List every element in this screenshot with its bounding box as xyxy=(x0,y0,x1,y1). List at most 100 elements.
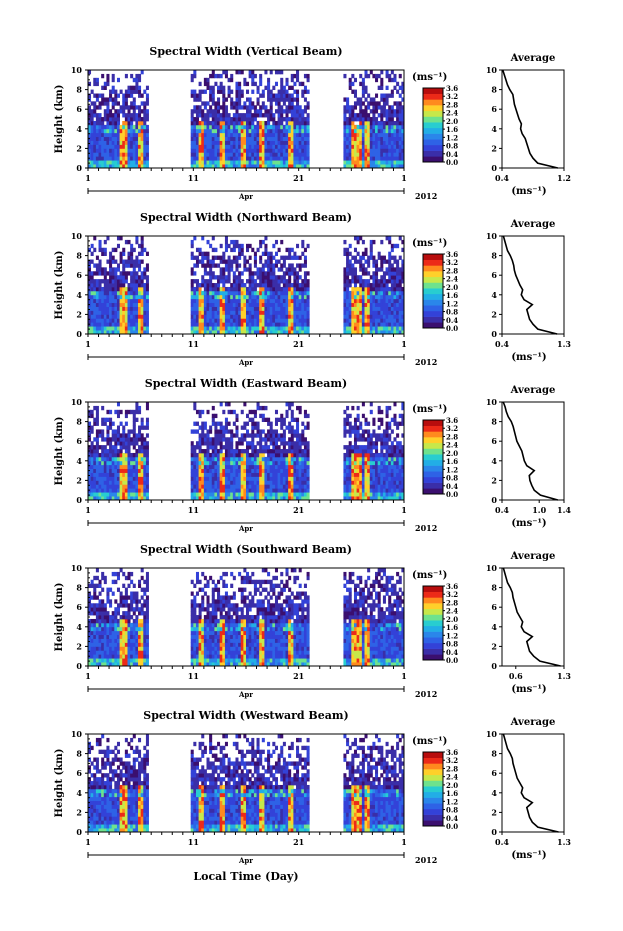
heatmap-cell xyxy=(224,456,228,462)
heatmap-cell xyxy=(193,445,197,450)
heatmap-cell xyxy=(206,318,210,323)
heatmap-cell xyxy=(119,255,123,260)
heatmap-cell xyxy=(222,452,226,458)
heatmap-cell xyxy=(222,97,226,102)
heatmap-cell xyxy=(240,164,244,169)
heatmap-cell xyxy=(88,298,92,304)
heatmap-cell xyxy=(230,73,234,79)
heatmap-cell xyxy=(298,433,302,438)
heatmap-cell xyxy=(209,298,213,304)
heatmap-cell xyxy=(393,294,397,300)
heatmap-cell xyxy=(272,124,276,130)
heatmap-cell xyxy=(277,89,281,94)
heatmap-cell xyxy=(372,310,376,315)
heatmap-cell xyxy=(264,441,268,446)
heatmap-cell xyxy=(230,120,234,126)
heatmap-cell xyxy=(132,164,136,169)
heatmap-cell xyxy=(132,160,136,165)
heatmap-cell xyxy=(248,322,252,327)
heatmap-cell xyxy=(132,156,136,161)
heatmap-cell xyxy=(382,322,386,327)
heatmap-cell xyxy=(372,136,376,141)
heatmap-cell xyxy=(98,243,102,249)
heatmap-cell xyxy=(261,105,265,110)
heatmap-cell xyxy=(256,113,260,118)
year-label: 2012 xyxy=(415,357,437,367)
heatmap-cell xyxy=(393,73,397,79)
heatmap-cell xyxy=(361,152,365,157)
heatmap-cell xyxy=(280,302,284,307)
heatmap-cell xyxy=(122,322,126,327)
heatmap-cell xyxy=(145,279,149,284)
heatmap-cell xyxy=(353,101,357,106)
heatmap-cell xyxy=(114,279,118,284)
heatmap-cell xyxy=(288,275,292,280)
heatmap-cell xyxy=(116,298,120,304)
heatmap-cell xyxy=(209,290,213,296)
heatmap-cell xyxy=(351,140,355,145)
heatmap-cell xyxy=(267,120,271,126)
heatmap-cell xyxy=(122,476,126,481)
heatmap-cell xyxy=(274,164,278,169)
heatmap-cell xyxy=(193,128,197,134)
heatmap-cell xyxy=(201,472,205,477)
heatmap-cell xyxy=(390,89,394,94)
heatmap-cell xyxy=(209,259,213,264)
heatmap-cell xyxy=(256,496,260,501)
heatmap-cell xyxy=(274,306,278,311)
heatmap-cell xyxy=(214,421,218,426)
heatmap-cell xyxy=(116,472,120,477)
heatmap-cell xyxy=(396,117,400,122)
heatmap-cell xyxy=(111,152,115,157)
heatmap-cell xyxy=(293,452,297,458)
heatmap-cell xyxy=(303,298,307,304)
heatmap-cell xyxy=(367,330,371,335)
heatmap-cell xyxy=(396,140,400,145)
heatmap-cell xyxy=(353,156,357,161)
heatmap-cell xyxy=(209,425,213,430)
heatmap-cell xyxy=(277,109,281,114)
heatmap-cell xyxy=(388,326,392,331)
heatmap-cell xyxy=(348,105,352,110)
heatmap-cell xyxy=(227,136,231,141)
heatmap-cell xyxy=(224,236,228,241)
heatmap-cell xyxy=(138,259,142,264)
heatmap-cell xyxy=(243,322,247,327)
heatmap-cell xyxy=(259,468,263,473)
heatmap-cell xyxy=(356,136,360,141)
heatmap-cell xyxy=(298,480,302,485)
heatmap-cell xyxy=(343,322,347,327)
heatmap-cell xyxy=(277,472,281,477)
heatmap-cell xyxy=(95,93,99,98)
heatmap-cell xyxy=(122,93,126,98)
heatmap-cell xyxy=(259,480,263,485)
heatmap-cell xyxy=(222,298,226,304)
heatmap-cell xyxy=(222,101,226,106)
heatmap-cell xyxy=(209,468,213,473)
heatmap-cell xyxy=(356,148,360,153)
heatmap-cell xyxy=(240,117,244,122)
heatmap-cell xyxy=(111,101,115,106)
heatmap-cell xyxy=(224,263,228,268)
heatmap-cell xyxy=(116,306,120,311)
heatmap-cell xyxy=(285,247,289,253)
heatmap-cell xyxy=(235,255,239,260)
heatmap-cell xyxy=(124,136,128,141)
heatmap-cell xyxy=(195,140,199,145)
heatmap-cell xyxy=(109,417,113,422)
heatmap-cell xyxy=(303,271,307,276)
heatmap-cell xyxy=(280,452,284,458)
heatmap-cell xyxy=(303,322,307,327)
heatmap-cell xyxy=(227,302,231,307)
heatmap-cell xyxy=(90,322,94,327)
heatmap-cell xyxy=(190,89,194,94)
heatmap-cell xyxy=(90,124,94,130)
heatmap-cell xyxy=(372,314,376,319)
heatmap-cell xyxy=(301,496,305,501)
heatmap-cell xyxy=(267,290,271,296)
heatmap-cell xyxy=(298,445,302,450)
heatmap-cell xyxy=(293,81,297,87)
heatmap-cell xyxy=(119,156,123,161)
heatmap-cell xyxy=(401,164,405,169)
heatmap-cell xyxy=(145,97,149,102)
